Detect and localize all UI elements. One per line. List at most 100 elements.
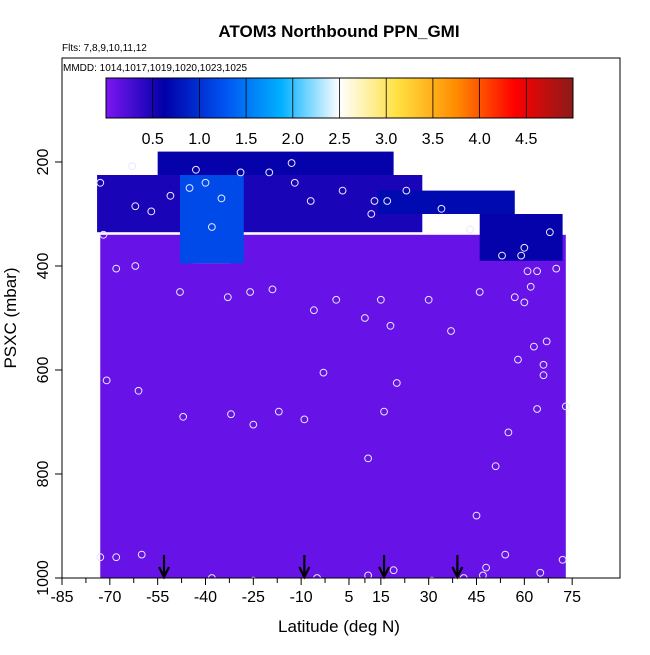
sample-point <box>176 288 184 296</box>
x-tick-label: 75 <box>563 589 581 606</box>
sample-point <box>265 168 274 177</box>
sample-point <box>523 267 532 276</box>
colorbar-tick-label: 2.0 <box>282 131 304 148</box>
sample-point <box>217 194 226 203</box>
sample-point <box>370 197 379 205</box>
sample-point <box>392 379 401 387</box>
y-tick-label: 400 <box>35 253 52 280</box>
sample-point <box>510 293 519 302</box>
colorbar-tick-label: 1.0 <box>188 131 210 148</box>
sample-point <box>545 228 554 237</box>
y-axis: 200 400 600 800 1000 <box>35 149 62 596</box>
sample-point <box>128 162 137 171</box>
sample-point <box>147 207 156 216</box>
sample-point <box>207 223 216 231</box>
value-region <box>157 151 394 175</box>
colorbar: 0.5 1.0 1.5 2.0 2.5 3.0 3.5 4.0 4.5 <box>105 77 574 148</box>
sample-point <box>380 407 388 416</box>
x-tick-label: -55 <box>146 589 169 606</box>
dates-annotation: MMDD: 1014,1017,1019,1020,1023,1025 <box>63 63 247 74</box>
sample-point <box>478 571 487 578</box>
x-tick-label: -25 <box>242 589 265 606</box>
sample-point <box>498 251 506 260</box>
x-tick-label: 30 <box>420 589 438 606</box>
sample-point <box>364 571 373 578</box>
sample-point <box>332 295 341 304</box>
sample-point <box>402 186 411 195</box>
sample-point <box>96 178 105 187</box>
x-tick-label: -10 <box>290 589 313 606</box>
sample-point <box>250 576 257 578</box>
sample-point <box>227 410 235 419</box>
sample-point <box>112 264 121 273</box>
sample-point <box>491 462 500 471</box>
sample-point <box>383 197 392 205</box>
sample-point <box>517 251 526 260</box>
sample-point <box>274 407 283 416</box>
flight-arrows <box>158 555 464 580</box>
sample-point <box>539 360 548 369</box>
sample-point <box>268 285 277 294</box>
sample-point <box>428 576 435 578</box>
colorbar-tick-label: 4.0 <box>468 131 490 148</box>
sample-point <box>236 168 245 177</box>
y-axis-label: PSXC (mbar) <box>1 267 20 368</box>
sample-point <box>166 191 175 200</box>
value-region <box>97 175 423 233</box>
sample-point <box>112 553 121 562</box>
sample-points <box>96 159 570 578</box>
sample-point <box>131 262 140 270</box>
chart-title: ATOM3 Northbound PPN_GMI <box>218 22 459 41</box>
flight-arrow <box>158 555 171 580</box>
sample-point <box>96 553 105 562</box>
sample-point <box>447 327 455 335</box>
sample-point <box>290 178 299 187</box>
sample-point <box>192 165 200 174</box>
sample-point <box>102 376 111 385</box>
sample-point <box>131 202 140 211</box>
colorbar-tick-label: 1.5 <box>235 131 257 148</box>
sample-point <box>475 288 484 296</box>
sample-point <box>520 298 529 307</box>
sample-point <box>386 321 395 330</box>
x-tick-label: 60 <box>515 589 533 606</box>
sample-point <box>361 314 369 322</box>
sample-point <box>309 306 318 315</box>
value-region <box>179 175 244 264</box>
sample-point <box>376 295 385 304</box>
sample-point <box>99 230 108 239</box>
x-tick-label: -70 <box>98 589 121 606</box>
sample-point <box>533 267 541 276</box>
sample-point <box>501 550 510 559</box>
y-tick-label: 600 <box>35 357 52 384</box>
flight-arrow <box>451 555 464 580</box>
x-tick-label: 5 <box>345 589 354 606</box>
sample-point <box>530 342 538 351</box>
sample-point <box>367 210 376 218</box>
sample-point <box>319 368 328 377</box>
sample-point <box>466 225 475 234</box>
sample-point <box>137 550 146 559</box>
sample-point <box>201 178 210 187</box>
sample-point <box>482 563 490 572</box>
sample-point <box>185 184 194 192</box>
flight-arrow <box>378 555 391 580</box>
plot-frame <box>61 57 621 579</box>
sample-point <box>179 412 188 421</box>
sample-point <box>514 355 522 364</box>
colorbar-tick-label: 2.5 <box>328 131 350 148</box>
colorbar-tick-label: 0.5 <box>142 131 164 148</box>
sample-point <box>558 555 567 564</box>
sample-point <box>246 288 255 296</box>
y-tick-label: 1000 <box>35 560 52 596</box>
fill-region <box>100 234 566 578</box>
sample-point <box>539 371 548 380</box>
flights-annotation: Flts: 7,8,9,10,11,12 <box>62 43 147 54</box>
x-axis-label: Latitude (deg N) <box>278 617 400 636</box>
sample-point <box>533 405 541 413</box>
sample-point <box>561 402 570 411</box>
sample-point <box>249 420 258 429</box>
value-region <box>479 214 563 261</box>
